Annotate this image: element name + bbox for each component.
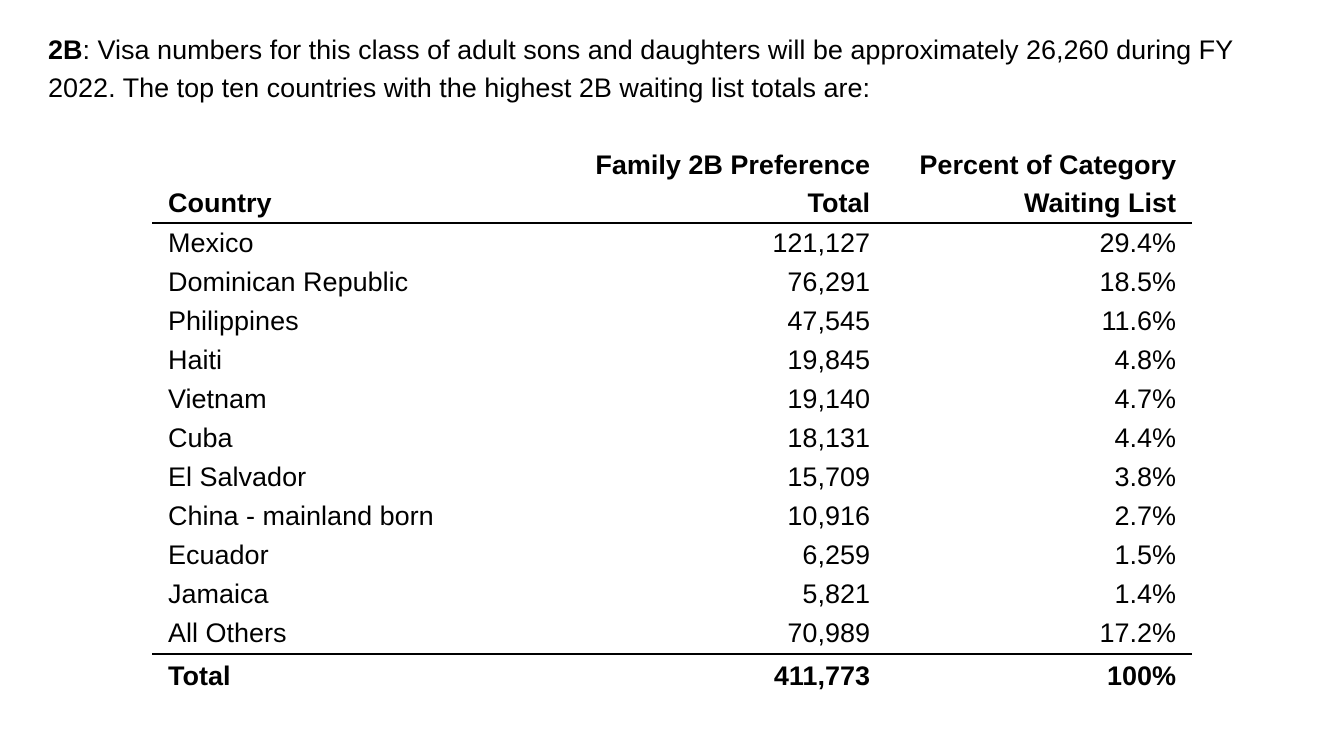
- table-row: All Others 70,989 17.2%: [152, 614, 1192, 654]
- cell-total: 121,127: [772, 228, 870, 258]
- category-label: 2B: [48, 35, 83, 65]
- cell-total: 6,259: [802, 540, 870, 570]
- cell-percent: 4.4%: [1114, 423, 1176, 453]
- cell-country: Mexico: [168, 228, 254, 258]
- intro-paragraph: 2B: Visa numbers for this class of adult…: [48, 31, 1298, 107]
- cell-total: 18,131: [787, 423, 870, 453]
- table-row: China - mainland born 10,916 2.7%: [152, 497, 1192, 536]
- cell-country: China - mainland born: [168, 501, 434, 531]
- total-percent: 100%: [1106, 661, 1176, 691]
- cell-percent: 3.8%: [1114, 462, 1176, 492]
- total-label: Total: [168, 661, 231, 691]
- table-header-row: Country Family 2B Preference Total Perce…: [152, 146, 1192, 223]
- cell-country: Cuba: [168, 423, 233, 453]
- cell-total: 5,821: [802, 579, 870, 609]
- table-row: Vietnam 19,140 4.7%: [152, 380, 1192, 419]
- cell-percent: 1.5%: [1114, 540, 1176, 570]
- table-row: Jamaica 5,821 1.4%: [152, 575, 1192, 614]
- table-row: Mexico 121,127 29.4%: [152, 223, 1192, 263]
- cell-total: 76,291: [787, 267, 870, 297]
- cell-percent: 11.6%: [1101, 306, 1176, 336]
- cell-country: Jamaica: [168, 579, 269, 609]
- cell-total: 15,709: [787, 462, 870, 492]
- header-country: Country: [168, 188, 272, 218]
- cell-country: Philippines: [168, 306, 299, 336]
- table-row: Ecuador 6,259 1.5%: [152, 536, 1192, 575]
- cell-total: 47,545: [787, 306, 870, 336]
- table-row: Dominican Republic 76,291 18.5%: [152, 263, 1192, 302]
- cell-country: Dominican Republic: [168, 267, 409, 297]
- cell-percent: 1.4%: [1114, 579, 1176, 609]
- cell-country: El Salvador: [168, 462, 307, 492]
- cell-percent: 18.5%: [1099, 267, 1176, 297]
- waiting-list-table: Country Family 2B Preference Total Perce…: [152, 146, 1192, 697]
- cell-percent: 4.7%: [1114, 384, 1176, 414]
- table-total-row: Total 411,773 100%: [152, 654, 1192, 697]
- cell-country: Vietnam: [168, 384, 267, 414]
- intro-text: : Visa numbers for this class of adult s…: [48, 35, 1233, 103]
- table-body: Mexico 121,127 29.4% Dominican Republic 76,2…: [152, 223, 1192, 654]
- cell-total: 19,140: [787, 384, 870, 414]
- cell-country: All Others: [168, 618, 287, 648]
- table-row: Haiti 19,845 4.8%: [152, 341, 1192, 380]
- cell-percent: 4.8%: [1114, 345, 1176, 375]
- table-row: El Salvador 15,709 3.8%: [152, 458, 1192, 497]
- cell-total: 19,845: [787, 345, 870, 375]
- table-row: Cuba 18,131 4.4%: [152, 419, 1192, 458]
- cell-percent: 29.4%: [1099, 228, 1176, 258]
- cell-country: Haiti: [168, 345, 223, 375]
- cell-total: 10,916: [787, 501, 870, 531]
- cell-total: 70,989: [787, 618, 870, 648]
- table-row: Philippines 47,545 11.6%: [152, 302, 1192, 341]
- cell-percent: 17.2%: [1099, 618, 1176, 648]
- cell-country: Ecuador: [168, 540, 269, 570]
- cell-percent: 2.7%: [1114, 501, 1176, 531]
- header-total: Family 2B Preference Total: [595, 150, 870, 218]
- header-percent: Percent of Category Waiting List: [919, 150, 1176, 218]
- total-value: 411,773: [773, 661, 870, 691]
